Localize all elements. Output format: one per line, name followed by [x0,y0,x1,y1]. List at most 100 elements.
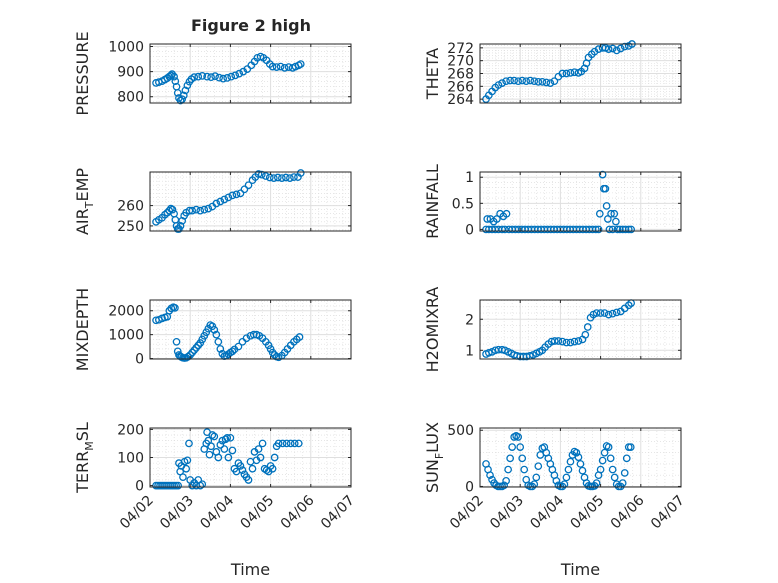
subplot-terr-msl: 0 100 200 04/02 04/03 04/04 04/05 04/06 04/07 Tim… [73,422,358,579]
data-point [620,469,629,477]
data-point [608,309,617,318]
data-point [238,466,247,474]
series-markers [152,303,304,362]
data-point [624,301,633,310]
x-tick-label: 04/02 [117,493,157,533]
data-point [236,462,245,470]
data-point [562,338,571,347]
data-point [552,476,561,485]
data-point [228,347,237,356]
subplot-mixdepth: 0 1000 2000 MIXDEPTH [73,288,352,371]
data-point [234,342,243,351]
data-point [546,79,555,87]
data-point [254,170,263,178]
plot-area [480,300,681,359]
subplot-air-temp: 250 260 AIRTEMP [73,168,352,235]
series-markers [152,52,305,105]
data-point [522,77,531,86]
data-point [290,439,299,448]
y-axis-label-subscript: F [433,453,446,459]
data-point [276,62,285,71]
data-point [598,170,607,179]
data-point [214,337,223,346]
x-tick-label: 04/05 [568,493,608,533]
data-point [596,465,605,474]
data-point [506,454,514,463]
data-point [605,225,614,234]
data-point [508,443,517,451]
y-tick-label: 0 [135,352,144,368]
data-point [295,333,304,341]
data-point [286,174,294,182]
data-point [526,76,535,85]
data-point [613,225,622,234]
data-point [608,44,617,53]
data-point [244,181,253,190]
data-point [290,173,298,181]
data-point [268,464,277,473]
data-point [248,464,257,473]
data-point [502,476,510,485]
axes-box [479,427,682,488]
y-axis-label-main: TERR [73,451,92,494]
data-point [616,225,624,234]
data-point [178,95,187,104]
data-point [228,191,237,200]
axes-box [149,43,352,104]
x-axis-label: Time [230,560,270,579]
data-point [223,74,232,82]
data-point [176,222,185,230]
data-point [618,479,627,487]
data-point [550,337,559,345]
data-point [184,352,193,361]
data-point [273,173,282,182]
y-tick-label: 800 [117,90,144,106]
data-point [532,473,541,482]
plot-area [480,428,681,487]
data-point [554,337,563,345]
data-point [207,73,215,81]
data-point [282,173,290,182]
data-point [576,460,585,468]
data-point [235,69,244,78]
data-point [183,456,192,465]
data-point [608,465,617,474]
y-tick-label: 1 [465,170,474,186]
data-point [174,481,182,490]
data-point [182,464,191,473]
data-point [171,77,180,86]
y-tick-label: 268 [447,67,474,83]
data-point [484,348,493,357]
data-point [483,215,492,223]
data-point [203,72,211,81]
subplot-sun-flux: 0 500 04/02 04/03 04/04 04/05 04/06 04/07 Time SU… [423,422,688,579]
data-point [205,450,214,459]
data-point [558,69,567,78]
data-point [196,481,205,490]
data-point [223,433,232,442]
data-point [550,77,559,86]
y-axis-label: SUNFLUX [423,422,446,493]
data-point [591,225,600,234]
data-point [224,453,233,462]
data-point [236,189,245,198]
x-tick-label: 04/05 [238,493,278,533]
x-tick-label: 04/06 [608,492,648,532]
y-tick-label: 500 [447,423,474,439]
y-axis-label-main: PRESSURE [73,31,92,115]
data-point [504,465,512,474]
data-point [610,473,619,482]
axes-box [479,299,682,360]
x-tick-label: 04/03 [157,493,197,533]
y-tick-label: 264 [447,92,474,108]
y-axis-label-main: SUN [423,459,442,493]
y-tick-label: 1000 [108,40,144,56]
series-markers [482,299,636,361]
data-point [516,443,525,451]
data-point [208,431,217,439]
data-point [171,304,179,312]
y-tick-label: 250 [117,219,144,235]
data-point [498,79,506,87]
series-markers [152,428,303,490]
